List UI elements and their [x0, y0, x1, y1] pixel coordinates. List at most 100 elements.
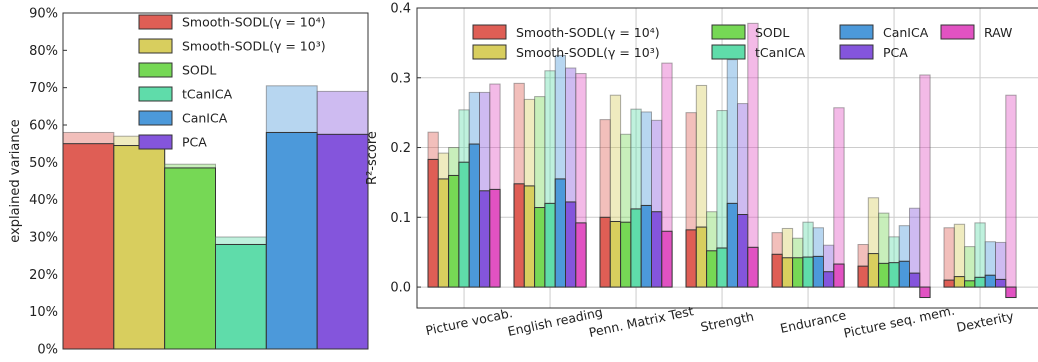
bar-canica: [898, 260, 911, 288]
y-tick-label: 70%: [29, 81, 58, 96]
legend-label-sodl: SODL: [755, 25, 789, 40]
category-label: Endurance: [779, 307, 848, 336]
bar-pca: [565, 201, 577, 288]
bar-group: [427, 22, 1017, 299]
bar-smooth4: [685, 229, 697, 288]
bar-sodl: [164, 167, 217, 350]
y-tick-label: 80%: [29, 44, 58, 59]
y-tick-label: 0.1: [390, 211, 411, 226]
bar-raw: [661, 230, 673, 288]
category-label: Penn. Matrix Test: [587, 303, 694, 340]
bar-tcanica: [888, 262, 900, 288]
bar-smooth4: [943, 279, 955, 288]
y-tick-label: 0%: [37, 343, 58, 358]
legend-swatch-pca: [839, 44, 874, 60]
y-tick-label: 30%: [29, 231, 58, 246]
bar-pca: [995, 278, 1007, 288]
y-tick-label: 0.3: [390, 71, 411, 86]
bar-raw: [747, 246, 759, 288]
bar-pca: [737, 214, 749, 288]
bar-canica: [812, 255, 825, 288]
bar-smooth3: [609, 220, 622, 288]
legend-swatch-smooth4: [138, 14, 173, 30]
legend-label-pca: PCA: [883, 45, 908, 60]
legend-swatch-smooth4: [472, 24, 507, 40]
bar-raw: [833, 263, 845, 288]
bar-light-raw: [833, 107, 845, 288]
bar-sodl: [706, 250, 718, 288]
legend-swatch-canica: [138, 110, 173, 126]
legend-label-canica: CanICA: [182, 111, 228, 126]
category-label: Strength: [699, 309, 755, 335]
y-axis-label: explained variance: [8, 119, 23, 243]
bar-light-raw: [919, 74, 931, 288]
legend: Smooth-SODL(γ = 10⁴) Smooth-SODL(γ = 10³)…: [472, 24, 1012, 60]
bar-sodl: [620, 221, 632, 288]
legend-swatch-pca: [138, 134, 173, 150]
bar-canica: [265, 131, 318, 350]
plot-frame: [416, 7, 1038, 309]
bar-tcanica: [630, 208, 642, 288]
plot-frame: [62, 12, 369, 350]
bar-smooth3: [953, 276, 966, 288]
y-tick-label: 0.4: [390, 2, 411, 17]
bar-sodl: [534, 207, 546, 288]
bar-pca: [651, 211, 663, 288]
bar-raw: [489, 188, 501, 288]
category-label: Dexterity: [955, 308, 1015, 335]
bar-sodl: [792, 257, 804, 288]
bar-sodl: [964, 280, 976, 288]
legend-label-smooth3: Smooth-SODL(γ = 10³): [516, 45, 660, 60]
bar-raw: [1005, 286, 1017, 299]
bar-canica: [554, 178, 567, 288]
bar-light-smooth4: [943, 227, 955, 288]
legend-label-pca: PCA: [182, 135, 207, 150]
category-label: Picture vocab.: [424, 305, 514, 338]
y-tick-label: 0.0: [390, 281, 411, 296]
bar-pca: [823, 271, 835, 288]
legend-swatch-tcanica: [138, 86, 173, 102]
bar-raw: [919, 286, 931, 299]
legend-label-smooth4: Smooth-SODL(γ = 10⁴): [182, 15, 326, 30]
bar-smooth4: [857, 265, 869, 288]
bar-smooth4: [599, 216, 611, 288]
bar-tcanica: [974, 276, 986, 288]
bar-tcanica: [458, 161, 470, 288]
legend-swatch-smooth3: [138, 38, 173, 54]
bar-smooth4: [513, 183, 525, 288]
legend-label-smooth3: Smooth-SODL(γ = 10³): [182, 39, 326, 54]
legend-swatch-canica: [839, 24, 874, 40]
y-tick-label: 90%: [29, 7, 58, 22]
legend-swatch-raw: [940, 24, 975, 40]
bar-canica: [640, 204, 653, 288]
bar-pca: [479, 190, 491, 288]
y-tick-label: 10%: [29, 305, 58, 320]
bar-canica: [984, 274, 997, 288]
y-tick-label: 0.2: [390, 141, 411, 156]
bar-smooth4: [771, 253, 783, 288]
legend-label-smooth4: Smooth-SODL(γ = 10⁴): [516, 25, 660, 40]
bar-tcanica: [802, 256, 814, 288]
y-tick-label: 50%: [29, 156, 58, 171]
bar-tcanica: [544, 202, 556, 288]
bar-pca: [316, 133, 369, 350]
legend-swatch-smooth3: [472, 44, 507, 60]
bar-canica: [468, 143, 481, 288]
bar-smooth3: [867, 253, 880, 288]
bar-tcanica: [215, 243, 267, 350]
bar-smooth3: [523, 185, 536, 288]
legend-label-tcanica: tCanICA: [755, 45, 806, 60]
bar-smooth3: [781, 257, 794, 288]
y-axis-label: R²-score: [365, 131, 380, 185]
legend-label-sodl: SODL: [182, 63, 216, 78]
explained-variance-chart: 0% 10% 20% 30% 40% 50% 60% 70% 80% 90% explained v…: [8, 7, 369, 358]
legend-swatch-sodl: [138, 62, 173, 78]
legend-swatch-sodl: [711, 24, 746, 40]
bar-raw: [575, 222, 587, 288]
legend-label-canica: CanICA: [883, 25, 929, 40]
bar-smooth4: [62, 143, 115, 350]
legend-swatch-tcanica: [711, 44, 746, 60]
